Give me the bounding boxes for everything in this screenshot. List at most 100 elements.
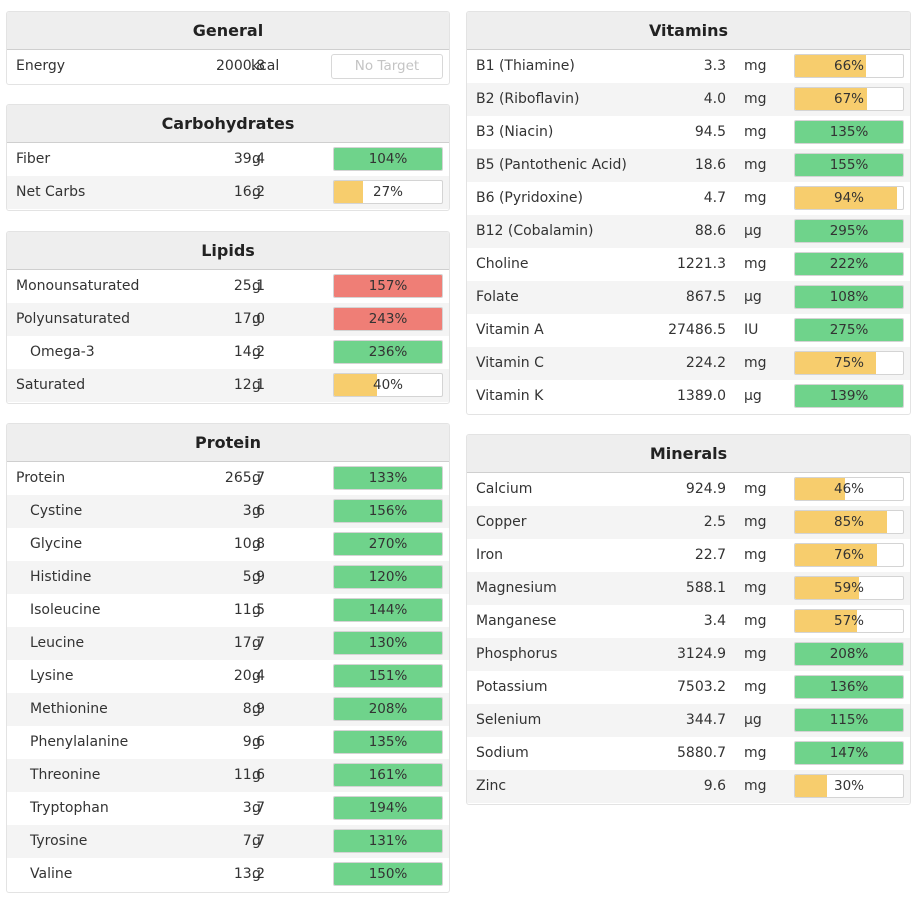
nutrient-amount: 1389.0: [677, 388, 726, 404]
minerals-header: Minerals: [467, 435, 910, 473]
progress-fill: [795, 121, 903, 143]
nutrient-amount: 588.1: [685, 580, 726, 596]
nutrient-unit: IU: [744, 322, 759, 338]
nutrient-name: Vitamin C: [476, 355, 544, 371]
progress-percent: 59%: [833, 580, 864, 596]
target-progress-bar: 115%: [794, 708, 904, 732]
nutrient-row: Copper 2.5 mg 85%: [467, 506, 910, 539]
nutrient-amount: 1221.3: [677, 256, 726, 272]
progress-fill: [795, 643, 903, 665]
nutrient-amount: 17.7: [233, 635, 265, 651]
progress-fill: [334, 566, 442, 588]
nutrient-row: B6 (Pyridoxine) 4.7 mg 94%: [467, 182, 910, 215]
nutrient-amount: 9.6: [703, 778, 726, 794]
nutrient-name: Calcium: [476, 481, 533, 497]
progress-fill: [334, 533, 442, 555]
target-progress-bar: 108%: [794, 285, 904, 309]
nutrient-row: Glycine 10.8 g 270%: [7, 528, 449, 561]
vitamins-panel: Vitamins B1 (Thiamine) 3.3 mg 66% B2 (Ribofl…: [466, 11, 911, 415]
target-progress-bar: 85%: [794, 510, 904, 534]
nutrient-name: Saturated: [16, 377, 86, 393]
progress-fill: [795, 319, 903, 341]
nutrient-amount: 39.4: [233, 151, 265, 167]
nutrient-unit: g: [252, 377, 261, 393]
nutrient-unit: mg: [744, 613, 767, 629]
nutrient-unit: g: [252, 833, 261, 849]
target-progress-bar: 76%: [794, 543, 904, 567]
progress-percent: 208%: [829, 646, 869, 662]
nutrient-row: Magnesium 588.1 mg 59%: [467, 572, 910, 605]
nutrient-unit: g: [252, 569, 261, 585]
nutrient-name: Selenium: [476, 712, 542, 728]
progress-percent: 270%: [368, 536, 408, 552]
progress-fill: [795, 286, 903, 308]
progress-fill: [334, 275, 442, 297]
nutrient-unit: mg: [744, 481, 767, 497]
progress-fill: [795, 385, 903, 407]
nutrient-amount: 11.5: [233, 602, 265, 618]
progress-fill: [334, 797, 442, 819]
nutrient-name: Iron: [476, 547, 504, 563]
progress-fill: [334, 764, 442, 786]
progress-percent: 139%: [829, 388, 869, 404]
target-progress-bar: 144%: [333, 598, 443, 622]
progress-fill: [795, 220, 903, 242]
carbohydrates-rows: Fiber 39.4 g 104% Net Carbs 16.2 g 27%: [7, 143, 449, 209]
nutrient-row: Potassium 7503.2 mg 136%: [467, 671, 910, 704]
nutrient-unit: g: [252, 536, 261, 552]
nutrient-unit: µg: [744, 712, 762, 728]
progress-percent: 108%: [829, 289, 869, 305]
progress-percent: 85%: [833, 514, 864, 530]
nutrient-amount: 7.7: [242, 833, 265, 849]
progress-percent: 147%: [829, 745, 869, 761]
progress-fill: [334, 632, 442, 654]
target-progress-bar: 40%: [333, 373, 443, 397]
nutrient-amount: 867.5: [685, 289, 726, 305]
target-progress-bar: 135%: [794, 120, 904, 144]
nutrient-name: B6 (Pyridoxine): [476, 190, 583, 206]
protein-panel: Protein Protein 265.7 g 133% Cystine 3.6 g 156%…: [6, 423, 450, 893]
nutrient-unit: g: [252, 503, 261, 519]
target-progress-bar: 135%: [333, 730, 443, 754]
nutrient-row: Vitamin A 27486.5 IU 275%: [467, 314, 910, 347]
nutrient-amount: 18.6: [694, 157, 726, 173]
nutrient-name: Manganese: [476, 613, 557, 629]
carbohydrates-header: Carbohydrates: [7, 105, 449, 143]
no-target-button[interactable]: No Target: [331, 54, 443, 79]
nutrient-name: B2 (Riboflavin): [476, 91, 580, 107]
nutrient-name: Leucine: [30, 635, 85, 651]
nutrient-name: Monounsaturated: [16, 278, 140, 294]
target-progress-bar: 131%: [333, 829, 443, 853]
target-progress-bar: 120%: [333, 565, 443, 589]
nutrient-row: B2 (Riboflavin) 4.0 mg 67%: [467, 83, 910, 116]
carbohydrates-panel: Carbohydrates Fiber 39.4 g 104% Net Carbs 16.…: [6, 104, 450, 211]
progress-percent: 30%: [833, 778, 864, 794]
nutrient-unit: mg: [744, 778, 767, 794]
nutrient-unit: mg: [744, 157, 767, 173]
nutrient-amount: 344.7: [685, 712, 726, 728]
nutrient-amount: 3.6: [242, 503, 265, 519]
nutrient-amount: 5880.7: [677, 745, 726, 761]
progress-percent: 135%: [368, 734, 408, 750]
nutrient-unit: mg: [744, 190, 767, 206]
nutrient-name: Lysine: [30, 668, 74, 684]
nutrient-name: Potassium: [476, 679, 548, 695]
nutrient-amount: 88.6: [694, 223, 726, 239]
nutrient-unit: mg: [744, 58, 767, 74]
progress-percent: 66%: [833, 58, 864, 74]
nutrient-row: Iron 22.7 mg 76%: [467, 539, 910, 572]
target-progress-bar: 236%: [333, 340, 443, 364]
nutrient-row: Monounsaturated 25.1 g 157%: [7, 270, 449, 303]
progress-percent: 194%: [368, 800, 408, 816]
nutrient-name: Tyrosine: [30, 833, 88, 849]
nutrient-amount: 14.2: [233, 344, 265, 360]
nutrient-amount: 16.2: [233, 184, 265, 200]
nutrient-unit: mg: [744, 91, 767, 107]
nutrient-unit: mg: [744, 646, 767, 662]
nutrient-row: Vitamin K 1389.0 µg 139%: [467, 380, 910, 413]
lipids-header: Lipids: [7, 232, 449, 270]
target-progress-bar: 156%: [333, 499, 443, 523]
progress-fill: [795, 676, 903, 698]
progress-fill: [795, 253, 903, 275]
progress-percent: 46%: [833, 481, 864, 497]
